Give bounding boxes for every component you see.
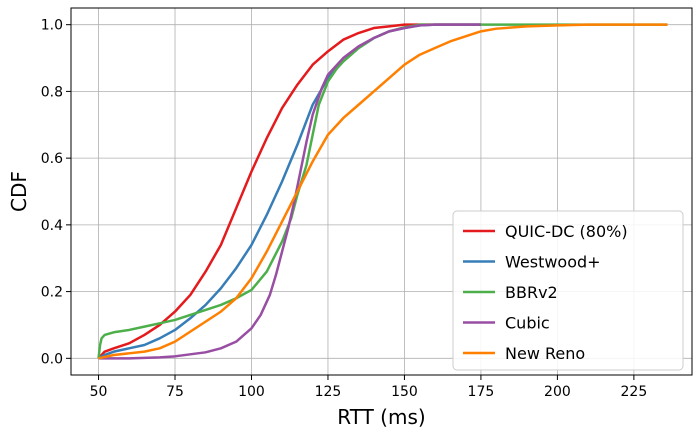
x-axis-label: RTT (ms) (337, 405, 425, 429)
y-axis-label: CDF (7, 171, 31, 212)
legend-label-1: Westwood+ (505, 253, 601, 272)
series-line-0 (97, 23, 481, 360)
x-tick-label: 150 (391, 384, 418, 400)
legend-box (452, 210, 684, 371)
x-tick-label: 100 (238, 384, 265, 400)
series-line-4 (98, 23, 668, 360)
legend-label-4: New Reno (505, 344, 585, 363)
plot-frame (70, 7, 693, 376)
series-line-1 (97, 23, 481, 360)
y-tick-label: 0.4 (41, 218, 63, 234)
legend-label-3: Cubic (505, 314, 550, 333)
series-line-3 (98, 23, 481, 360)
x-tick-label: 175 (468, 384, 495, 400)
legend-label-0: QUIC-DC (80%) (505, 222, 628, 241)
legend-label-2: BBRv2 (505, 283, 558, 302)
y-tick-label: 0.0 (41, 351, 63, 367)
y-axis: 0.0 0.2 0.4 0.6 0.8 1.0 (41, 18, 71, 367)
legend: QUIC-DC (80%) Westwood+ BBRv2 Cubic New Reno (452, 210, 684, 371)
series-lines (97, 23, 668, 360)
y-tick-label: 0.8 (41, 84, 63, 100)
y-tick-label: 0.6 (41, 151, 63, 167)
x-tick-label: 200 (544, 384, 571, 400)
x-tick-label: 50 (90, 384, 108, 400)
x-tick-label: 125 (315, 384, 342, 400)
y-tick-label: 0.2 (41, 285, 63, 301)
y-tick-label: 1.0 (41, 18, 63, 34)
x-tick-label: 75 (166, 384, 184, 400)
x-axis: 50 75 100 125 150 175 200 225 (90, 375, 648, 400)
x-tick-label: 225 (621, 384, 648, 400)
